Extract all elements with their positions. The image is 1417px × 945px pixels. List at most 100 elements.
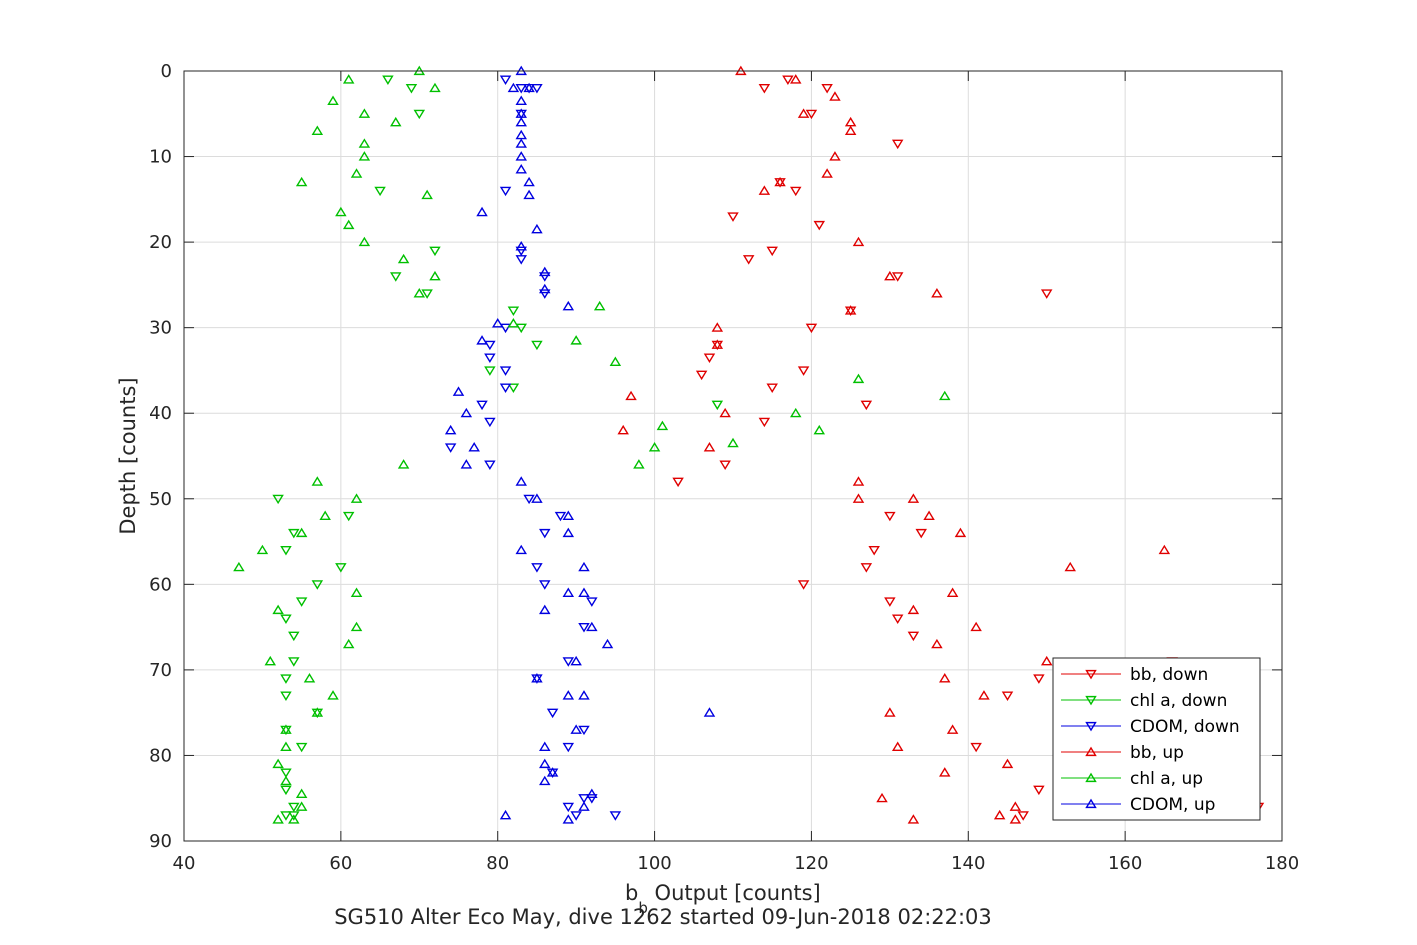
data-point [405, 84, 418, 94]
x-axis-label: bb Output [counts] [625, 881, 821, 917]
data-point [327, 690, 339, 700]
legend-label: CDOM, down [1130, 717, 1240, 737]
legend-label: bb, down [1130, 665, 1208, 685]
data-point [578, 794, 590, 804]
data-point [805, 323, 818, 334]
data-point [578, 690, 590, 700]
data-point [444, 424, 457, 435]
data-point [562, 527, 575, 538]
series-cdom-down [444, 75, 622, 821]
data-point [813, 220, 826, 231]
data-point [429, 246, 441, 257]
data-point [578, 801, 590, 811]
data-point [703, 353, 716, 364]
x-tick-label: 120 [794, 853, 828, 874]
data-point [539, 758, 551, 769]
data-point [923, 510, 935, 520]
legend-marker [1085, 669, 1097, 680]
data-point [476, 206, 488, 217]
data-point [884, 597, 896, 607]
data-point [288, 631, 300, 642]
data-point [335, 563, 347, 573]
data-point [327, 95, 339, 106]
x-axis-label-rest: Output [counts] [648, 881, 821, 905]
data-point [719, 460, 731, 470]
series-chl-a-down [272, 75, 724, 821]
data-point [288, 528, 300, 539]
data-point [358, 151, 371, 161]
data-point [358, 236, 371, 247]
data-point [429, 82, 441, 93]
data-point [884, 511, 896, 522]
data-point [539, 272, 551, 282]
data-point [288, 657, 300, 667]
data-point [797, 580, 810, 590]
data-point [695, 370, 708, 381]
data-point [264, 655, 277, 666]
data-point [774, 176, 786, 187]
y-tick-label: 50 [149, 489, 172, 510]
data-point [539, 741, 551, 751]
data-point [288, 814, 300, 824]
data-point [578, 623, 590, 633]
legend-item: CDOM, down [1061, 717, 1240, 737]
data-point [790, 407, 802, 418]
data-point [288, 802, 300, 813]
data-point [586, 788, 598, 799]
data-point [876, 792, 888, 803]
data-point [460, 407, 473, 418]
data-point [476, 335, 488, 345]
data-point [648, 442, 661, 452]
data-point [633, 459, 645, 469]
data-point [272, 604, 284, 615]
data-point [531, 673, 543, 683]
legend-item: chl a, up [1061, 769, 1203, 789]
x-tick-label: 40 [173, 853, 196, 874]
data-point [397, 459, 410, 469]
data-point [515, 476, 527, 486]
data-point [1040, 289, 1053, 299]
data-point [1009, 814, 1022, 824]
data-point [970, 621, 982, 632]
data-point [484, 340, 496, 351]
data-point [562, 510, 575, 520]
data-point [507, 82, 520, 93]
data-point [539, 266, 551, 277]
data-point [884, 270, 896, 281]
data-point [295, 597, 308, 607]
legend-label: chl a, down [1130, 691, 1227, 711]
data-point [280, 775, 292, 786]
data-point [891, 741, 904, 751]
data-point [782, 75, 794, 85]
data-point [844, 305, 857, 315]
y-tick-label: 0 [161, 61, 172, 82]
data-point [601, 638, 614, 649]
plot-frame [183, 70, 1283, 842]
data-point [515, 163, 527, 174]
data-point [499, 383, 512, 393]
data-point [711, 339, 724, 349]
legend-marker [1085, 746, 1097, 757]
data-point [790, 74, 802, 84]
data-point [303, 673, 316, 683]
data-point [868, 546, 880, 556]
data-point [233, 561, 245, 572]
data-point [766, 246, 778, 257]
series-cdom-up [444, 65, 716, 824]
data-point [1009, 801, 1022, 811]
data-point [562, 300, 575, 311]
data-point [397, 253, 410, 264]
y-tick-labels: 0 10 20 30 40 50 60 70 80 90 [149, 61, 172, 852]
data-point [993, 809, 1006, 820]
data-point [499, 186, 512, 197]
data-point [390, 116, 402, 127]
data-point [946, 587, 959, 597]
series-bb-down [672, 75, 1265, 821]
data-point [758, 185, 771, 195]
data-point [656, 420, 669, 431]
data-point [311, 707, 324, 717]
data-point [931, 638, 943, 649]
y-tick-label: 70 [149, 660, 172, 681]
data-point [1033, 785, 1045, 796]
